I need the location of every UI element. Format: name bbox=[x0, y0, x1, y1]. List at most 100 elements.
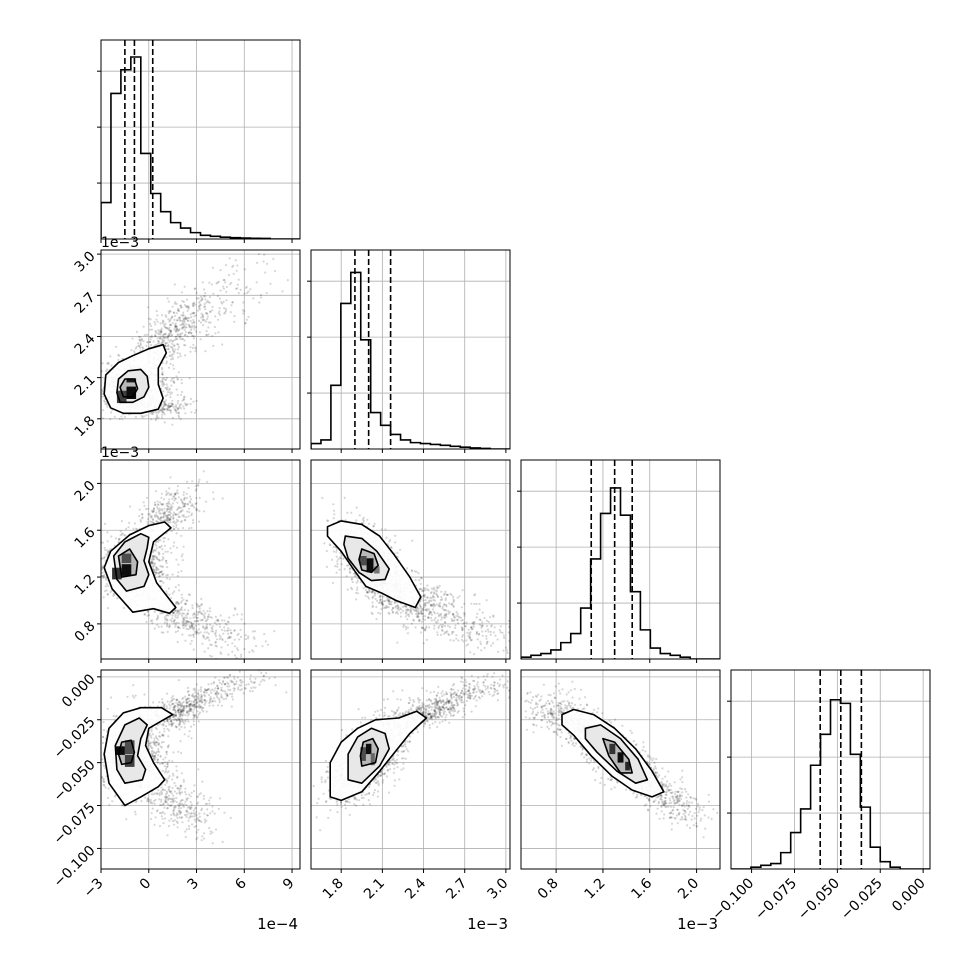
sample-point bbox=[184, 609, 186, 611]
sample-point bbox=[204, 631, 206, 633]
sample-point bbox=[186, 617, 188, 619]
sample-point bbox=[425, 599, 427, 601]
sample-point bbox=[431, 614, 433, 616]
sample-point bbox=[165, 490, 167, 492]
histogram-steps bbox=[101, 57, 300, 239]
sample-point bbox=[174, 498, 176, 500]
sample-point bbox=[334, 565, 336, 567]
y-tick-label: 2.1 bbox=[72, 372, 99, 399]
sample-point bbox=[219, 623, 221, 625]
sample-point bbox=[98, 564, 100, 566]
sample-point bbox=[237, 649, 239, 651]
sample-point bbox=[140, 342, 142, 344]
sample-point bbox=[187, 305, 189, 307]
sample-point bbox=[225, 310, 227, 312]
sample-point bbox=[178, 346, 180, 348]
sample-point bbox=[196, 292, 198, 294]
sample-point bbox=[440, 619, 442, 621]
sample-point bbox=[260, 296, 262, 298]
sample-point bbox=[403, 624, 405, 626]
sample-point bbox=[215, 616, 217, 618]
sample-points bbox=[321, 497, 513, 655]
sample-point bbox=[248, 651, 250, 653]
sample-point bbox=[339, 556, 341, 558]
sample-point bbox=[166, 518, 168, 520]
sample-point bbox=[212, 293, 214, 295]
sample-point bbox=[209, 610, 211, 612]
sample-point bbox=[207, 610, 209, 612]
sample-point bbox=[378, 602, 380, 604]
sample-point bbox=[119, 418, 121, 420]
sample-point bbox=[411, 540, 413, 542]
sample-point bbox=[473, 626, 475, 628]
sample-point bbox=[170, 380, 172, 382]
sample-point bbox=[226, 630, 228, 632]
sample-point bbox=[405, 626, 407, 628]
sample-point bbox=[240, 289, 242, 291]
sample-point bbox=[394, 606, 396, 608]
sample-point bbox=[133, 350, 135, 352]
sample-point bbox=[136, 346, 138, 348]
sample-point bbox=[168, 487, 170, 489]
sample-point bbox=[227, 627, 229, 629]
sample-point bbox=[211, 283, 213, 285]
sample-point bbox=[156, 314, 158, 316]
sample-point bbox=[172, 515, 174, 517]
sample-point bbox=[274, 270, 276, 272]
sample-point bbox=[407, 627, 409, 629]
sample-point bbox=[215, 645, 217, 647]
sample-point bbox=[101, 389, 103, 391]
sample-point bbox=[243, 293, 245, 295]
sample-point bbox=[463, 615, 465, 617]
sample-point bbox=[211, 335, 213, 337]
sample-point bbox=[161, 631, 163, 633]
sample-point bbox=[155, 330, 157, 332]
sample-point bbox=[422, 615, 424, 617]
sample-point bbox=[437, 627, 439, 629]
sample-point bbox=[172, 495, 174, 497]
sample-point bbox=[216, 638, 218, 640]
sample-point bbox=[184, 334, 186, 336]
sample-point bbox=[102, 417, 104, 419]
sample-point bbox=[172, 306, 174, 308]
sample-point bbox=[243, 648, 245, 650]
sample-point bbox=[335, 551, 337, 553]
sample-point bbox=[219, 307, 221, 309]
sample-point bbox=[204, 292, 206, 294]
sample-point bbox=[155, 319, 157, 321]
sample-point bbox=[168, 310, 170, 312]
sample-point bbox=[181, 597, 183, 599]
sample-point bbox=[174, 315, 176, 317]
sample-point bbox=[180, 335, 182, 337]
sample-point bbox=[236, 613, 238, 615]
sample-point bbox=[172, 417, 174, 419]
sample-point bbox=[173, 319, 175, 321]
sample-point bbox=[431, 619, 433, 621]
sample-point bbox=[123, 534, 125, 536]
sample-point bbox=[368, 523, 370, 525]
sample-point bbox=[247, 290, 249, 292]
sample-point bbox=[141, 513, 143, 515]
sample-point bbox=[143, 505, 145, 507]
sample-point bbox=[405, 611, 407, 613]
sample-point bbox=[141, 346, 143, 348]
sample-point bbox=[164, 421, 166, 423]
sample-point bbox=[198, 481, 200, 483]
y-exponent-label: 1e−3 bbox=[101, 235, 139, 251]
sample-point bbox=[203, 288, 205, 290]
sample-point bbox=[160, 331, 162, 333]
sample-point bbox=[170, 358, 172, 360]
sample-point bbox=[161, 414, 163, 416]
sample-point bbox=[235, 259, 237, 261]
sample-point bbox=[149, 329, 151, 331]
sample-point bbox=[159, 409, 161, 411]
sample-point bbox=[453, 598, 455, 600]
sample-point bbox=[107, 362, 109, 364]
sample-point bbox=[183, 399, 185, 401]
sample-point bbox=[206, 627, 208, 629]
sample-point bbox=[153, 321, 155, 323]
sample-point bbox=[152, 413, 154, 415]
sample-point bbox=[135, 416, 137, 418]
sample-point bbox=[233, 614, 235, 616]
sample-point bbox=[157, 551, 159, 553]
